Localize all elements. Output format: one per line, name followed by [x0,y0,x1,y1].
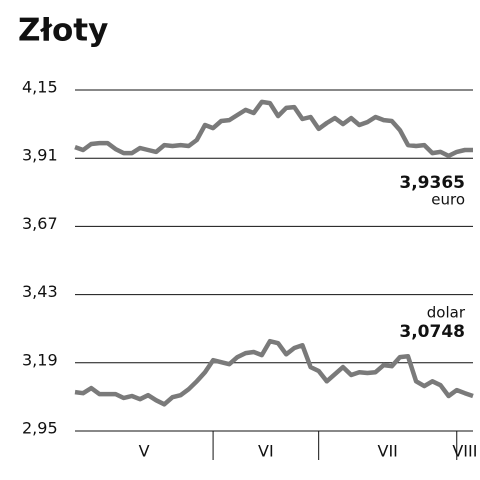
y-tick-label: 3,67 [22,214,58,233]
series-line [74,99,473,159]
y-tick-label: 3,19 [22,350,58,369]
x-tick-label: VII [378,442,398,461]
chart-title: Złoty [18,13,108,49]
y-tick-label: 2,95 [22,419,58,438]
y-tick-label: 4,15 [22,78,58,97]
series-name: euro [431,190,465,208]
y-tick-label: 3,91 [22,146,58,165]
y-tick-label: 3,43 [22,282,58,301]
annotation-value: 3,0748 [399,322,465,342]
series-name: dolar [427,304,466,322]
x-tick-label: VI [258,442,274,461]
annotation-value: 3,9365 [399,173,465,193]
x-tick-label: V [139,442,150,461]
x-tick-label: VIII [452,442,477,461]
series-line [74,338,474,407]
